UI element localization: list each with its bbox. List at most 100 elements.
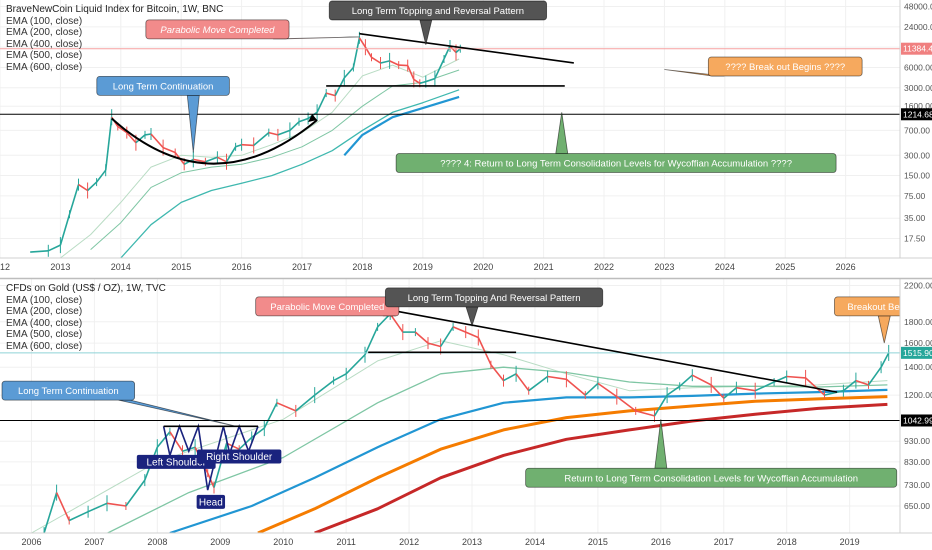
price-segment-bottom-7 xyxy=(125,479,146,507)
price-segment-bottom-23 xyxy=(345,354,366,375)
y-tick-top-11: 48000.00 xyxy=(904,2,932,12)
price-segment-bottom-34 xyxy=(490,364,505,382)
legend-bottom-ema-500: EMA (500, close) xyxy=(6,329,83,340)
x-tick-top-3: 2015 xyxy=(171,262,191,272)
annotation-text-top-3: ???? Break out Begins ???? xyxy=(725,62,845,73)
price-segment-top-18 xyxy=(193,158,206,163)
price-segment-top-6 xyxy=(87,181,98,192)
price-segment-bottom-35 xyxy=(503,373,517,382)
price-segment-top-37 xyxy=(371,56,381,64)
x-tick-top-10: 2022 xyxy=(594,262,614,272)
price-segment-top-2 xyxy=(47,244,61,252)
price-segment-top-3 xyxy=(59,214,71,246)
price-segment-top-47 xyxy=(449,45,457,54)
price-segment-bottom-30 xyxy=(439,326,454,347)
trendline-arrowhead-top xyxy=(308,113,318,122)
price-segment-bottom-4 xyxy=(68,510,89,522)
price-segment-bottom-44 xyxy=(653,394,668,417)
legend-bottom-ema-600: EMA (600, close) xyxy=(6,340,83,352)
x-tick-bottom-7: 2013 xyxy=(462,537,482,547)
price-segment-bottom-22 xyxy=(333,373,347,382)
price-segment-top-41 xyxy=(406,65,415,80)
annotation-box-top-3 xyxy=(707,56,863,77)
x-tick-top-13: 2025 xyxy=(775,262,795,272)
price-segment-bottom-32 xyxy=(465,331,479,339)
price-segment-bottom-39 xyxy=(565,378,586,396)
price-segment-top-38 xyxy=(380,60,390,64)
support-price-tag-top: 1214.68 xyxy=(903,109,932,119)
ema-line-top-2 xyxy=(120,89,460,259)
price-segment-bottom-58 xyxy=(867,366,882,386)
x-tick-top-6: 2018 xyxy=(352,262,372,272)
x-axis-bg-bottom xyxy=(0,533,932,550)
x-tick-bottom-4: 2010 xyxy=(273,537,293,547)
price-segment-bottom-50 xyxy=(736,386,756,392)
price-segment-top-19 xyxy=(205,156,218,163)
price-segment-bottom-40 xyxy=(584,382,599,396)
price-segment-bottom-28 xyxy=(414,331,429,344)
price-segment-bottom-21 xyxy=(314,379,335,396)
panel-top: Parabolic Move Completed Long Term Toppin… xyxy=(0,0,932,272)
y-tick-top-1: 35.00 xyxy=(904,213,926,223)
price-segment-bottom-38 xyxy=(547,375,567,381)
current-price-tag-bg-bottom xyxy=(901,346,932,359)
annotation-text-bottom-1: Long Term Topping And Reversal Pattern xyxy=(408,293,581,304)
x-tick-top-7: 2019 xyxy=(413,262,433,272)
price-segment-bottom-24 xyxy=(364,326,379,356)
y-tick-top-6: 1600.00 xyxy=(904,101,932,111)
price-segment-bottom-19 xyxy=(276,402,297,412)
y-tick-bottom-0: 650.00 xyxy=(904,501,930,511)
head-shoulders-pattern xyxy=(162,423,259,491)
price-segment-bottom-41 xyxy=(597,382,618,398)
y-tick-top-3: 150.00 xyxy=(904,171,930,181)
legend-top-ema-100: EMA (100, close) xyxy=(6,15,83,27)
price-segment-top-8 xyxy=(104,117,113,171)
price-segment-top-43 xyxy=(419,80,427,85)
y-tick-top-10: 24000.00 xyxy=(904,22,932,32)
annotation-box-bottom-1 xyxy=(384,287,604,308)
price-segment-bottom-9 xyxy=(156,431,171,448)
legend-top-ema-400: EMA (400, close) xyxy=(6,38,83,50)
y-tick-bottom-7: 1800.00 xyxy=(904,317,932,327)
x-tick-bottom-10: 2016 xyxy=(651,537,671,547)
x-tick-top-11: 2023 xyxy=(654,262,674,272)
x-tick-top-14: 2026 xyxy=(836,262,856,272)
price-segment-top-27 xyxy=(289,121,300,131)
current-price-tag-top: 11384.48 xyxy=(903,44,932,54)
annotation-text-bottom-3: Breakout Begins xyxy=(847,302,917,313)
price-segment-bottom-59 xyxy=(880,352,890,368)
legend-bottom-ema-400: EMA (400, close) xyxy=(6,317,83,329)
current-price-tag-bottom: 1515.90 xyxy=(903,348,932,358)
price-segment-bottom-51 xyxy=(754,381,775,392)
price-segment-top-30 xyxy=(316,92,327,113)
price-segment-top-12 xyxy=(135,134,146,144)
price-segment-top-13 xyxy=(144,133,152,136)
y-tick-bottom-2: 830.00 xyxy=(904,457,930,467)
x-tick-bottom-5: 2011 xyxy=(336,537,355,547)
pattern-label-box-0 xyxy=(136,454,216,469)
pattern-label-box-2 xyxy=(196,449,282,464)
pattern-label-box-1 xyxy=(196,494,226,509)
legend-top-ema-600: EMA (600, close) xyxy=(6,61,83,73)
y-tick-top-2: 75.00 xyxy=(904,191,926,201)
trendline-arc-top xyxy=(111,117,318,165)
pattern-label-0: Left Shoulder xyxy=(146,457,206,468)
price-segment-top-28 xyxy=(298,117,309,123)
annotation-box-bottom-2 xyxy=(1,380,136,401)
annotation-box-top-1 xyxy=(328,0,548,21)
price-segment-bottom-53 xyxy=(786,375,806,379)
price-segment-bottom-37 xyxy=(528,375,549,392)
x-tick-bottom-8: 2014 xyxy=(525,537,545,547)
legend-top-title: BraveNewCoin Liquid Index for Bitcoin, 1… xyxy=(6,4,224,15)
x-tick-top-0: 2012 xyxy=(0,262,10,272)
ema-line-top-3 xyxy=(343,95,460,157)
y-tick-top-4: 300.00 xyxy=(904,150,930,160)
price-segment-top-35 xyxy=(358,37,367,48)
price-segment-top-11 xyxy=(126,132,137,144)
x-tick-bottom-0: 2006 xyxy=(21,537,41,547)
price-segment-bottom-5 xyxy=(87,502,108,513)
y-tick-bottom-4: 1200.00 xyxy=(904,390,932,400)
legend-top-ema-500: EMA (500, close) xyxy=(6,50,83,61)
annotation-box-bottom-4 xyxy=(525,467,898,488)
